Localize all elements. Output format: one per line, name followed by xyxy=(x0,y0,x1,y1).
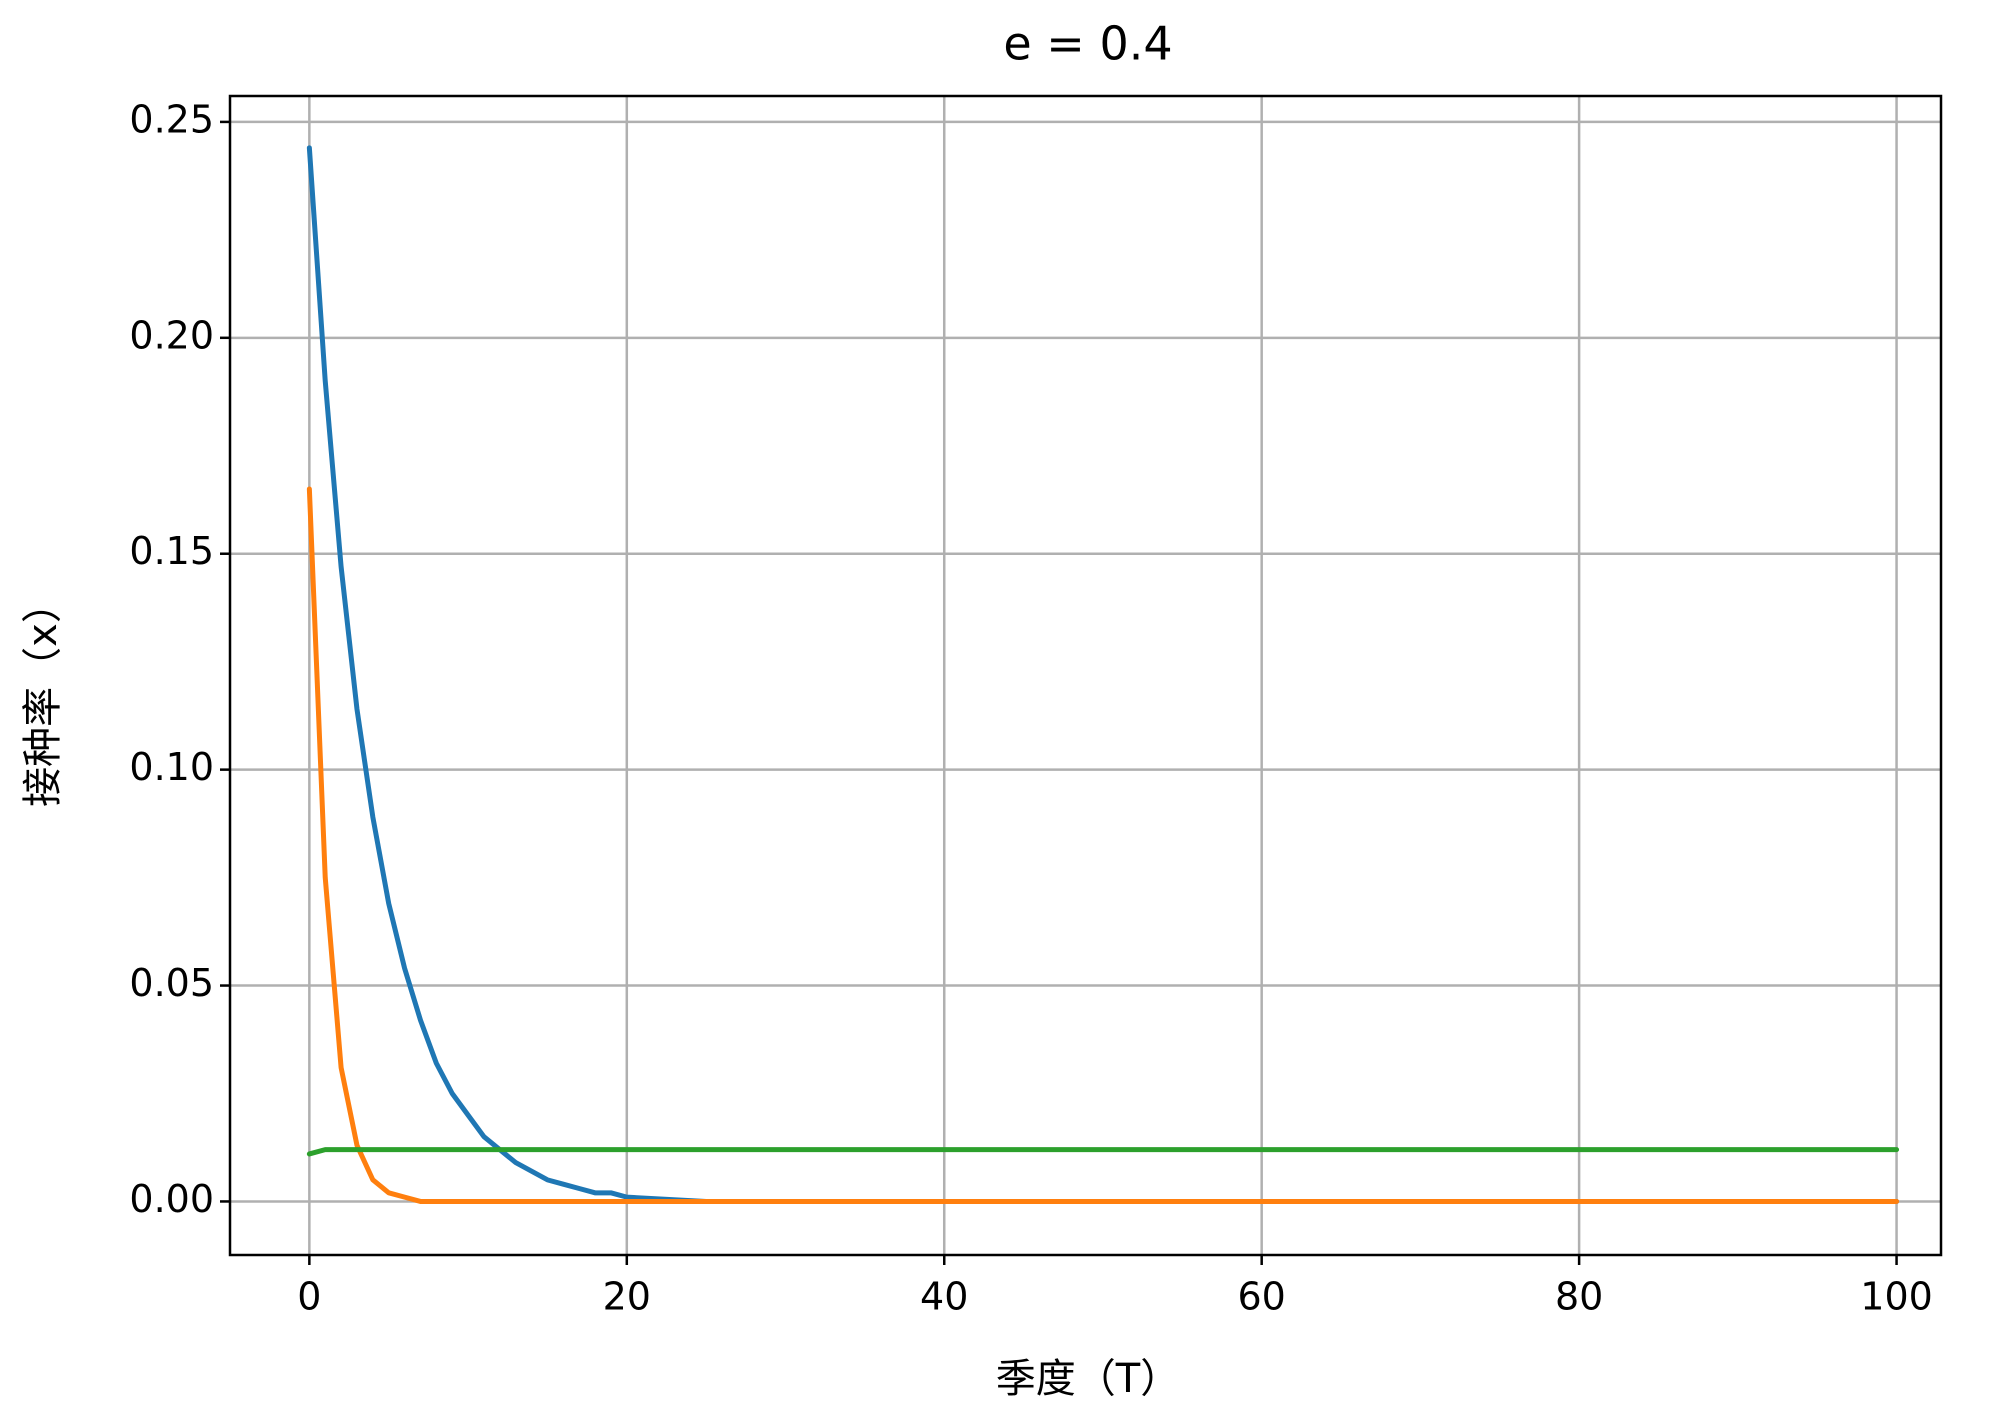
y-tick-label: 0.05 xyxy=(129,961,214,1005)
x-tick-label: 80 xyxy=(1555,1275,1603,1319)
plot-lines xyxy=(306,145,1900,1204)
x-tick-label: 40 xyxy=(920,1275,968,1319)
y-tick-label: 0.20 xyxy=(129,313,214,357)
chart-title: e = 0.4 xyxy=(1003,17,1172,71)
series-line xyxy=(306,1147,1900,1157)
x-axis-label: 季度（T） xyxy=(996,1356,1180,1402)
y-tick-label: 0.10 xyxy=(129,745,214,789)
y-axis-label: 接种率（x） xyxy=(20,583,66,807)
x-tick-label: 20 xyxy=(603,1275,651,1319)
series-line xyxy=(306,486,1900,1204)
series-line xyxy=(306,145,1900,1204)
x-tick-label: 60 xyxy=(1237,1275,1285,1319)
axes-frame xyxy=(228,94,1943,1257)
x-tick-label: 100 xyxy=(1860,1275,1933,1319)
y-tick-label: 0.00 xyxy=(129,1177,214,1221)
y-tick-label: 0.15 xyxy=(129,529,214,573)
y-tick-label: 0.25 xyxy=(129,97,214,141)
grid xyxy=(230,96,1941,1255)
x-tick-label: 0 xyxy=(297,1275,321,1319)
ticks: 0 20 40 60 80 100 0.00 0.05 0.10 0.15 0.20 0.25 xyxy=(129,97,1932,1318)
